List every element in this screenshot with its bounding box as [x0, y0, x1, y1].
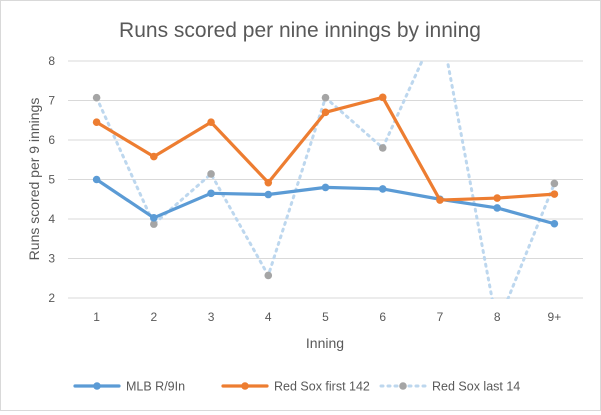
x-tick-label: 2	[150, 310, 157, 324]
x-tick-label: 5	[322, 310, 329, 324]
data-point	[436, 196, 444, 204]
data-point	[150, 214, 158, 222]
y-tick-label: 8	[48, 54, 55, 68]
data-point	[150, 220, 158, 228]
data-point	[321, 108, 330, 117]
y-tick-label: 7	[48, 94, 55, 108]
data-point	[493, 194, 501, 202]
x-axis-label: Inning	[306, 335, 344, 351]
data-point	[378, 185, 387, 193]
x-tick-label: 3	[208, 310, 215, 324]
data-point	[92, 93, 101, 102]
data-point	[264, 178, 273, 187]
data-point	[264, 271, 273, 280]
y-axis-label: Runs scored per 9 innings	[26, 98, 42, 261]
x-tick-label: 6	[379, 310, 386, 324]
data-point	[493, 204, 501, 212]
x-tick-label: 9+	[548, 310, 562, 324]
data-point	[207, 118, 215, 127]
legend-label: Red Sox last 14	[432, 380, 520, 394]
data-point	[207, 189, 215, 198]
y-tick-label: 2	[48, 291, 55, 305]
series-layer	[92, 61, 559, 299]
data-point	[321, 93, 330, 102]
legend-swatch-marker	[399, 382, 407, 390]
data-point	[550, 190, 559, 198]
x-axis-tick-labels: 1 2 3 4 5 6 7 8 9+	[93, 310, 561, 324]
data-point	[378, 144, 387, 152]
y-tick-label: 6	[48, 133, 55, 147]
legend: MLB R/9In Red Sox first 142 Red Sox last 1…	[73, 380, 520, 394]
legend-swatch-marker	[241, 382, 249, 390]
data-point	[321, 183, 330, 192]
legend-label: Red Sox first 142	[274, 380, 370, 394]
y-tick-label: 5	[48, 173, 55, 187]
x-tick-label: 1	[93, 310, 100, 324]
legend-swatch-marker	[93, 382, 101, 390]
data-point	[92, 175, 101, 184]
y-tick-label: 4	[48, 212, 55, 226]
series-line	[95, 61, 556, 299]
chart-title: Runs scored per nine innings by inning	[119, 19, 481, 42]
data-point	[92, 118, 101, 127]
x-tick-label: 4	[265, 310, 272, 324]
x-tick-label: 7	[437, 310, 444, 324]
y-tick-label: 3	[48, 252, 55, 266]
data-point	[378, 93, 387, 102]
data-point	[264, 190, 273, 199]
y-axis-tick-labels: 2 3 4 5 6 7 8	[48, 54, 55, 305]
x-tick-label: 8	[494, 310, 501, 324]
data-point	[150, 152, 158, 161]
data-point	[207, 170, 215, 178]
data-point	[550, 179, 559, 188]
legend-label: MLB R/9In	[126, 380, 185, 394]
data-point	[550, 219, 559, 228]
